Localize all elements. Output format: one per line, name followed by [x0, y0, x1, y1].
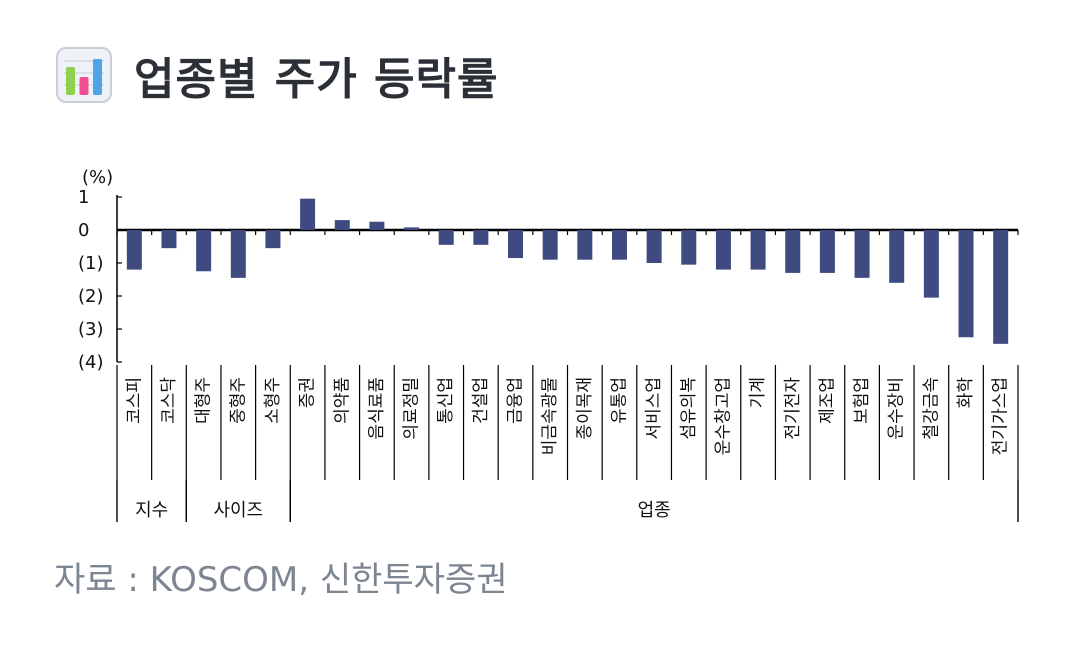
bar: [854, 230, 870, 278]
y-tick-label: 1: [78, 187, 89, 208]
bar: [577, 230, 593, 260]
y-tick-label: (1): [78, 253, 104, 274]
category-label: 대형주: [194, 377, 214, 424]
bar: [404, 227, 420, 230]
category-label: 서비스업: [644, 377, 664, 440]
category-label: 음식료품: [367, 377, 387, 440]
bar: [819, 230, 835, 273]
category-labels: 코스피 코스닥 대형주 중형주 소형주 증권 의약품 음식료품 의료정밀 통신업 건설업 금융업 비금속…: [116, 365, 1019, 480]
title-row: 업종별 주가 등락률: [56, 44, 498, 106]
category-label: 증권: [298, 377, 318, 408]
category-label: 건설업: [471, 377, 491, 424]
category-label: 의약품: [332, 377, 352, 424]
bar: [438, 230, 454, 245]
category-label: 철강금속: [921, 377, 941, 440]
bar: [611, 230, 627, 260]
group-label: 업종: [638, 500, 671, 521]
bar: [196, 230, 212, 272]
category-label: 보험업: [852, 377, 872, 424]
category-label: 비금속광물: [540, 377, 560, 455]
bar: [473, 230, 489, 245]
bar: [785, 230, 801, 273]
category-label: 종이목재: [575, 377, 595, 440]
axes: 1 0 (1) (2) (3) (4): [78, 187, 1019, 373]
category-label: 운수창고업: [713, 377, 733, 455]
bar: [508, 230, 524, 259]
bar: [161, 230, 177, 249]
category-label: 기계: [748, 377, 768, 408]
category-label: 제조업: [817, 377, 837, 424]
category-label: 금융업: [506, 377, 526, 424]
category-label: 전기가스업: [991, 377, 1011, 455]
group-label: 지수: [135, 500, 168, 521]
y-axis-unit: (%): [82, 167, 113, 188]
bar-chart-icon: [56, 47, 112, 103]
bar: [334, 220, 350, 230]
category-label: 운수장비: [887, 377, 907, 440]
bar: [265, 230, 281, 249]
bar: [369, 221, 385, 230]
category-label: 의료정밀: [402, 377, 422, 440]
category-label: 코스피: [124, 377, 144, 424]
bar-chart: (%) 1 0 (1) (2) (3) (4) 코스피 코스닥 대형주 중형주 소형주 증권 의약품 음…: [78, 167, 1019, 522]
category-label: 섬유의복: [679, 377, 699, 440]
bar: [300, 198, 316, 230]
category-label: 전기전자: [783, 377, 803, 440]
category-label: 화학: [956, 377, 976, 409]
y-tick-label: (4): [78, 352, 104, 373]
category-label: 중형주: [228, 377, 248, 424]
bar: [715, 230, 731, 270]
y-tick-label: (2): [78, 286, 104, 307]
bar: [993, 230, 1009, 344]
source-note: 자료 : KOSCOM, 신한투자증권: [54, 560, 508, 600]
y-tick-label: 0: [78, 220, 89, 241]
bar: [230, 230, 246, 278]
group-labels: 지수 사이즈 업종: [116, 480, 1019, 522]
bar: [646, 230, 662, 263]
bar: [923, 230, 939, 298]
category-label: 유통업: [609, 377, 629, 424]
category-label: 소형주: [263, 377, 283, 424]
bar: [126, 230, 142, 270]
bar: [750, 230, 766, 270]
y-tick-label: (3): [78, 319, 104, 340]
group-label: 사이즈: [213, 500, 263, 521]
bar: [958, 230, 974, 338]
bar: [889, 230, 905, 283]
bars: [126, 198, 1009, 344]
bar: [681, 230, 697, 265]
category-label: 코스닥: [159, 377, 179, 424]
page-title: 업종별 주가 등락률: [134, 54, 499, 105]
bar: [542, 230, 558, 260]
category-label: 통신업: [436, 377, 456, 424]
